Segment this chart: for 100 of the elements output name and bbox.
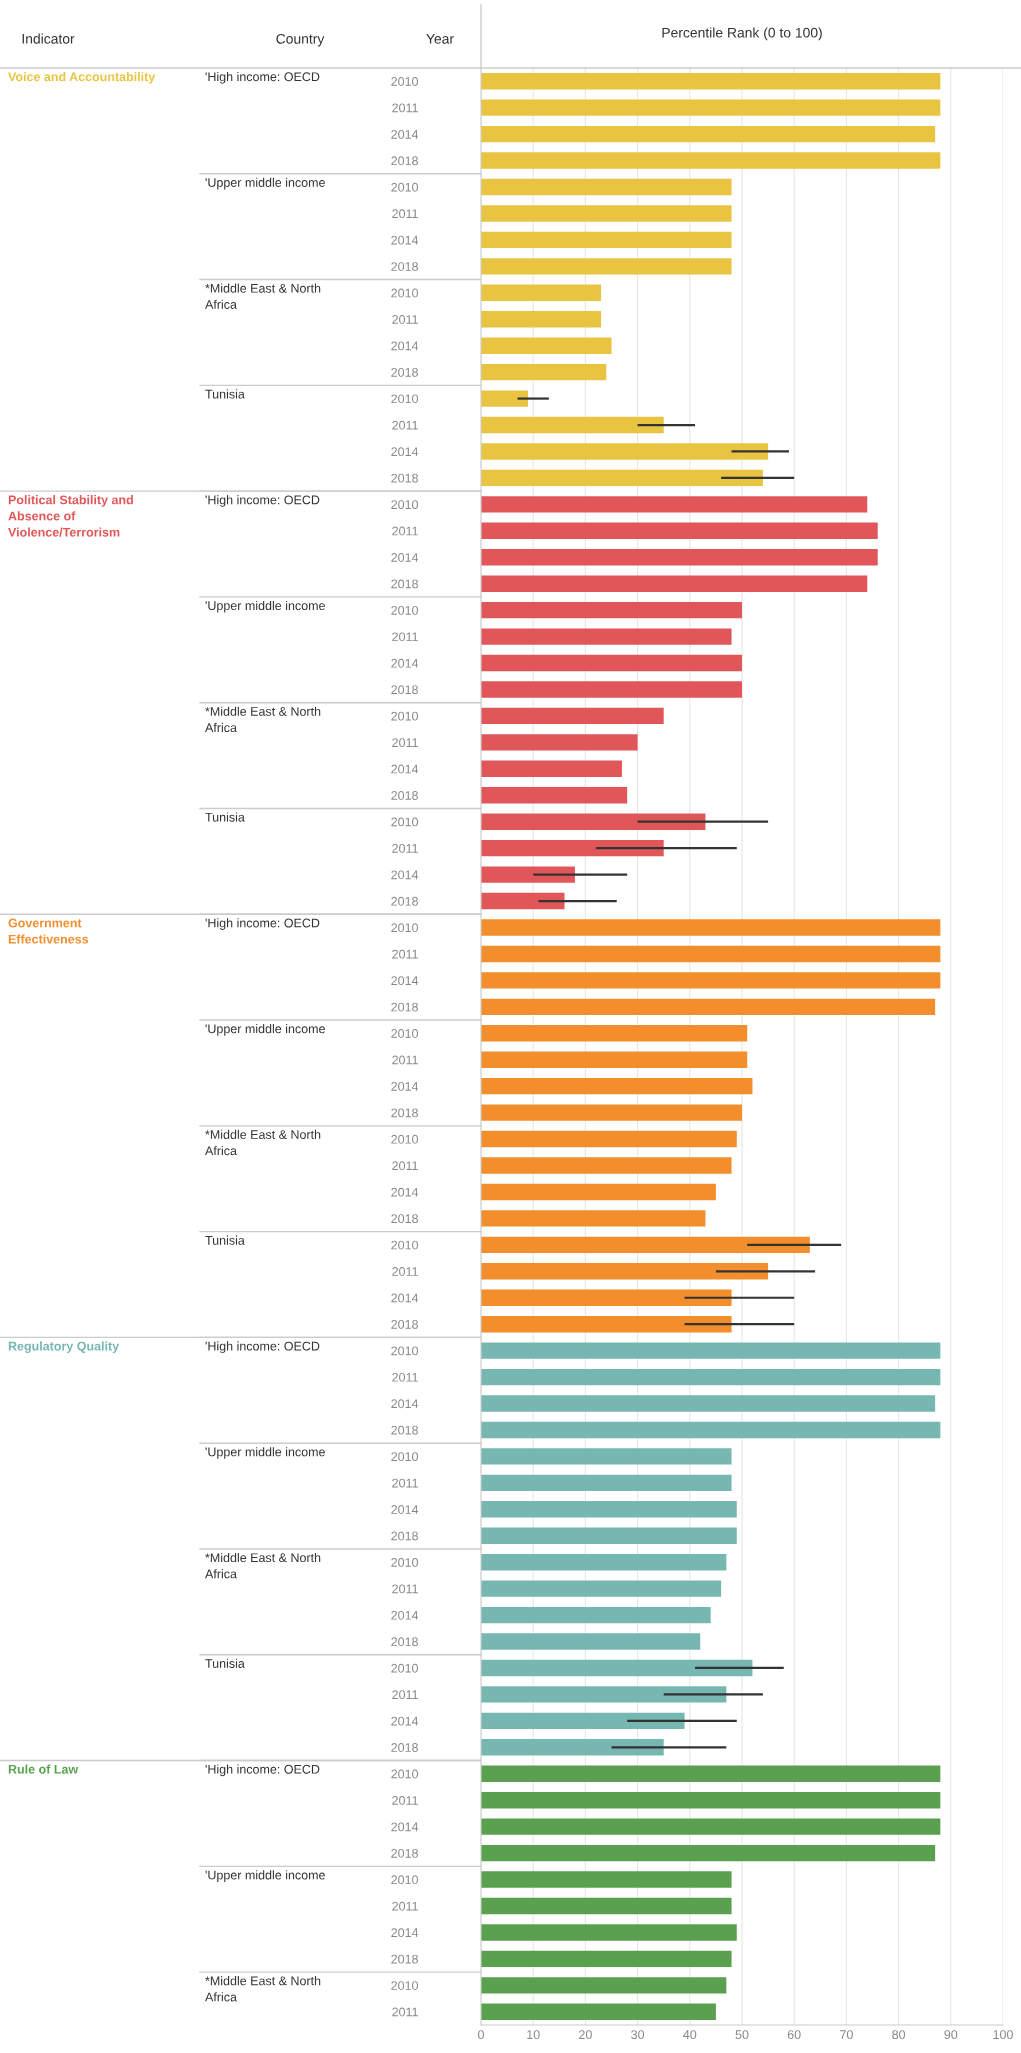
bar: [481, 205, 732, 222]
y-tick-label: 2014: [391, 1716, 419, 1726]
x-tick-label: 90: [944, 2030, 958, 2040]
bar: [481, 469, 763, 487]
y-tick-label: 2011: [392, 1267, 418, 1276]
bar: [481, 231, 732, 249]
x-tick-label: 10: [527, 2030, 540, 2040]
bar: [481, 1448, 732, 1465]
text: 'Upper middle income: [205, 177, 325, 190]
y-tick-label: 2010: [391, 1558, 419, 1567]
bar: [481, 1659, 753, 1677]
text: Country: [276, 33, 325, 47]
bar: [481, 1025, 748, 1042]
y-tick-label: 2010: [391, 1981, 419, 1990]
bar: [481, 1157, 732, 1174]
bar: [481, 998, 936, 1016]
x-axis-title: Percentile Rank (0 to 100): [662, 27, 822, 41]
y-tick-label: 2014: [391, 1505, 419, 1514]
y-tick-label: 2018: [391, 1425, 418, 1435]
y-tick-label: 2018: [391, 896, 418, 906]
y-tick-label: 2018: [391, 262, 418, 271]
x-tick-label: 50: [735, 2030, 749, 2040]
bar: [481, 99, 941, 116]
y-tick-label: 2011: [392, 1690, 418, 1700]
text: Indicator: [22, 33, 75, 44]
y-tick-label: 2010: [391, 1663, 419, 1673]
bar: [481, 972, 941, 989]
bar: [481, 787, 628, 804]
y-tick-label: 2011: [392, 738, 418, 748]
bar: [481, 1554, 727, 1571]
bar: [481, 1924, 737, 1941]
bar: [481, 258, 732, 275]
text: Voice and Accountability: [8, 71, 156, 84]
y-tick-label: 2014: [391, 1399, 419, 1409]
y-tick-label: 2018: [391, 791, 418, 800]
y-tick-label: 2014: [391, 764, 419, 774]
x-tick-label: 80: [892, 2030, 906, 2040]
bar: [481, 1765, 941, 1782]
bar: [481, 522, 878, 539]
y-tick-label: 2014: [391, 1610, 419, 1620]
y-tick-label: 2011: [392, 1901, 418, 1911]
x-tick-label: 70: [840, 2030, 853, 2040]
bar: [481, 1527, 737, 1544]
y-tick-label: 2011: [392, 1055, 418, 1065]
y-tick-label: 2010: [391, 182, 419, 192]
y-tick-label: 2018: [391, 1319, 418, 1329]
bar: [481, 1315, 732, 1333]
text: *Middle East & North Africa: [205, 283, 321, 309]
bar: [481, 1342, 941, 1359]
y-tick-label: 2014: [391, 235, 419, 245]
bar: [481, 919, 941, 936]
bar: [481, 1633, 701, 1650]
x-tick-label: 100: [993, 2030, 1013, 2040]
bar: [481, 1580, 722, 1597]
y-tick-label: 2011: [392, 1796, 418, 1805]
bar: [481, 1606, 711, 1624]
y-tick-label: 2018: [391, 1214, 418, 1224]
bar: [481, 760, 622, 778]
text: Political Stability and Absence of Violence/Terrorism: [8, 495, 133, 537]
y-tick-label: 2011: [392, 1372, 418, 1382]
x-tick-label: 60: [787, 2030, 801, 2040]
y-tick-label: 2018: [391, 685, 418, 695]
y-tick-label: 2018: [391, 1743, 418, 1752]
bar: [481, 866, 575, 883]
bar: [481, 1051, 748, 1068]
bar: [481, 1395, 936, 1412]
y-tick-label: 2018: [391, 1002, 418, 1012]
y-tick-label: 2014: [391, 1822, 419, 1832]
y-tick-label: 2010: [391, 1452, 419, 1462]
y-tick-label: 2014: [391, 1187, 419, 1197]
y-tick-label: 2011: [392, 2007, 418, 2017]
y-tick-label: 2010: [391, 394, 419, 404]
y-tick-label: 2011: [392, 1584, 418, 1594]
bar: [481, 284, 602, 301]
bar: [481, 839, 664, 857]
text: 'Upper middle income: [205, 1870, 325, 1882]
x-tick-label: 0: [478, 2030, 484, 2040]
y-tick-label: 2010: [391, 1346, 419, 1356]
text: Tunisia: [205, 1658, 245, 1668]
y-tick-label: 2014: [391, 1928, 419, 1938]
text: 'Upper middle income: [205, 1447, 325, 1459]
x-tick-label: 40: [683, 2030, 697, 2040]
y-tick-label: 2010: [391, 288, 419, 298]
y-tick-label: 2011: [392, 949, 418, 959]
y-tick-label: 2018: [391, 579, 418, 589]
bar: [481, 1289, 732, 1306]
bar: [481, 73, 941, 90]
bar: [481, 1474, 732, 1492]
text: Tunisia: [205, 389, 245, 399]
bar: [481, 575, 868, 592]
bar: [481, 1263, 769, 1280]
y-tick-label: 2014: [391, 976, 419, 986]
y-tick-label: 2010: [391, 923, 419, 933]
text: 'High income: OECD: [205, 918, 320, 930]
y-tick-label: 2014: [391, 129, 419, 139]
y-tick-label: 2011: [392, 843, 418, 853]
y-tick-label: 2010: [391, 1240, 419, 1250]
bar: [481, 337, 612, 354]
y-tick-label: 2018: [391, 1531, 418, 1541]
y-tick-label: 2018: [391, 473, 418, 483]
